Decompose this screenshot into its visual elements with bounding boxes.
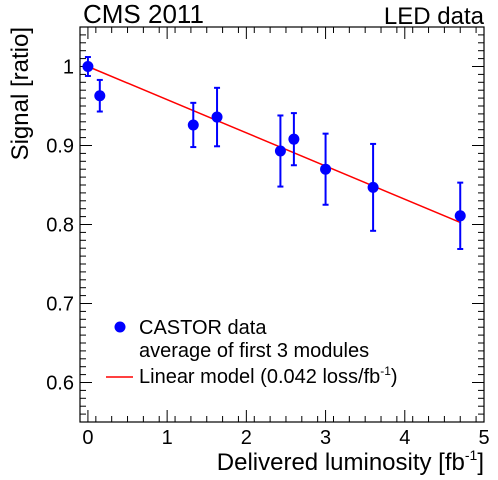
- x-axis-label-sup: -1: [465, 447, 478, 463]
- legend-marker-points: [114, 321, 126, 333]
- plot-frame: [79, 26, 485, 423]
- axis-tick-labels: 0 1 2 3 4 5 0.6 0.7 0.8 0.9 1: [46, 57, 489, 450]
- data-points-group: [82, 56, 466, 250]
- data-point: [211, 111, 223, 123]
- legend-label-line-main: Linear model (0.042 loss/fb: [139, 366, 380, 388]
- y-tick-label: 0.9: [46, 136, 74, 158]
- x-tick-label: 5: [478, 427, 489, 449]
- data-point: [367, 181, 379, 193]
- data-point: [320, 163, 332, 175]
- legend-label-line: Linear model (0.042 loss/fb-1): [139, 364, 398, 388]
- data-point: [454, 210, 466, 222]
- x-axis-label-end: ]: [477, 449, 484, 476]
- x-tick-label: 0: [82, 427, 93, 449]
- axis-ticks: [79, 26, 485, 422]
- x-tick-label: 3: [320, 427, 331, 449]
- legend: CASTOR data average of first 3 modules L…: [106, 317, 398, 388]
- x-tick-label: 4: [399, 427, 410, 449]
- fit-line: [87, 65, 461, 224]
- y-axis-label: Signal [ratio]: [7, 27, 34, 160]
- legend-label-points-line2: average of first 3 modules: [139, 340, 369, 362]
- legend-label-points: CASTOR data: [139, 317, 267, 339]
- x-tick-label: 2: [241, 427, 252, 449]
- chart-title: CMS 2011: [83, 0, 204, 29]
- y-tick-label: 1: [63, 57, 74, 79]
- fit-line-group: [87, 65, 461, 224]
- data-point: [82, 61, 94, 72]
- data-point: [94, 90, 106, 102]
- legend-label-line-end: ): [391, 366, 398, 388]
- data-point: [187, 119, 199, 131]
- legend-label-line-sup: -1: [380, 364, 391, 378]
- x-axis-label: Delivered luminosity [fb-1]: [217, 447, 484, 476]
- y-tick-label: 0.8: [46, 215, 74, 237]
- y-tick-label: 0.6: [46, 373, 74, 395]
- data-point: [288, 133, 300, 145]
- x-tick-label: 1: [162, 427, 173, 449]
- chart-subtitle: LED data: [384, 3, 485, 30]
- data-point: [274, 145, 286, 157]
- x-axis-label-main: Delivered luminosity [fb: [217, 449, 465, 476]
- y-tick-label: 0.7: [46, 294, 74, 316]
